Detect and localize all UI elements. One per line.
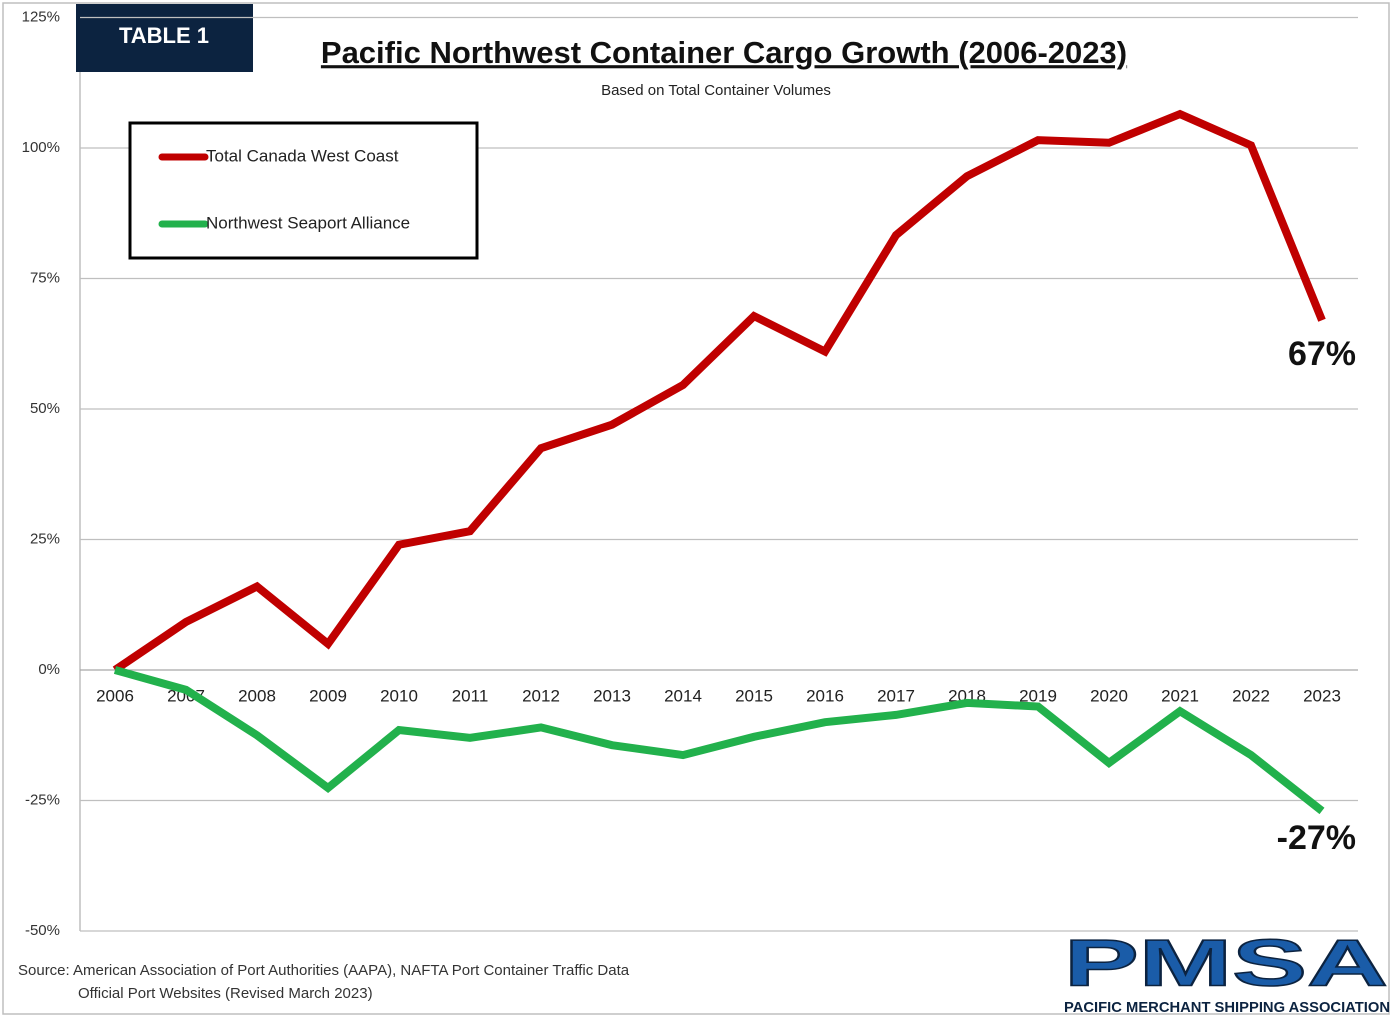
x-tick-label: 2022 bbox=[1232, 686, 1270, 705]
series-line bbox=[112, 109, 1326, 674]
logo-tagline: PACIFIC MERCHANT SHIPPING ASSOCIATION bbox=[1064, 999, 1390, 1016]
chart-title: Pacific Northwest Container Cargo Growth… bbox=[321, 35, 1127, 70]
data-label: 67% bbox=[1288, 335, 1356, 373]
y-tick-label: -50% bbox=[25, 922, 60, 939]
x-tick-label: 2012 bbox=[522, 686, 560, 705]
y-tick-label: 100% bbox=[22, 139, 60, 156]
x-tick-label: 2008 bbox=[238, 686, 276, 705]
x-tick-label: 2017 bbox=[877, 686, 915, 705]
x-tick-label: 2014 bbox=[664, 686, 702, 705]
y-tick-label: 0% bbox=[38, 661, 60, 678]
logo: PMSA bbox=[1064, 925, 1388, 999]
y-tick-label: 75% bbox=[30, 269, 60, 286]
x-tick-label: 2010 bbox=[380, 686, 418, 705]
x-tick-label: 2016 bbox=[806, 686, 844, 705]
x-tick-label: 2013 bbox=[593, 686, 631, 705]
y-tick-label: 50% bbox=[30, 400, 60, 417]
badge-box bbox=[76, 4, 253, 72]
legend-label: Northwest Seaport Alliance bbox=[206, 213, 410, 232]
x-tick-label: 2015 bbox=[735, 686, 773, 705]
x-tick-label: 2023 bbox=[1303, 686, 1341, 705]
chart-subtitle: Based on Total Container Volumes bbox=[601, 82, 831, 99]
x-tick-label: 2006 bbox=[96, 686, 134, 705]
legend-box bbox=[128, 121, 479, 260]
plot: -50%-25%0%25%50%75%100%125%2006 2007 2008 2… bbox=[22, 8, 1358, 939]
x-tick-label: 2019 bbox=[1019, 686, 1057, 705]
y-tick-label: 25% bbox=[30, 530, 60, 547]
x-tick-label: 2011 bbox=[452, 686, 489, 705]
x-tick-label: 2020 bbox=[1090, 686, 1128, 705]
x-tick-label: 2009 bbox=[309, 686, 347, 705]
y-tick-label: 125% bbox=[22, 8, 60, 25]
legend-label: Total Canada West Coast bbox=[206, 146, 399, 165]
badge: TABLE 1 bbox=[119, 23, 209, 48]
y-tick-label: -25% bbox=[25, 791, 60, 808]
series-line bbox=[113, 666, 1325, 815]
source: Official Port Websites (Revised March 20… bbox=[78, 985, 373, 1002]
x-tick-label: 2021 bbox=[1161, 686, 1199, 705]
source: Source: American Association of Port Aut… bbox=[18, 962, 630, 979]
data-label: -27% bbox=[1277, 819, 1356, 857]
legend: Total Canada West Coast Northwest Seaport… bbox=[128, 121, 479, 260]
